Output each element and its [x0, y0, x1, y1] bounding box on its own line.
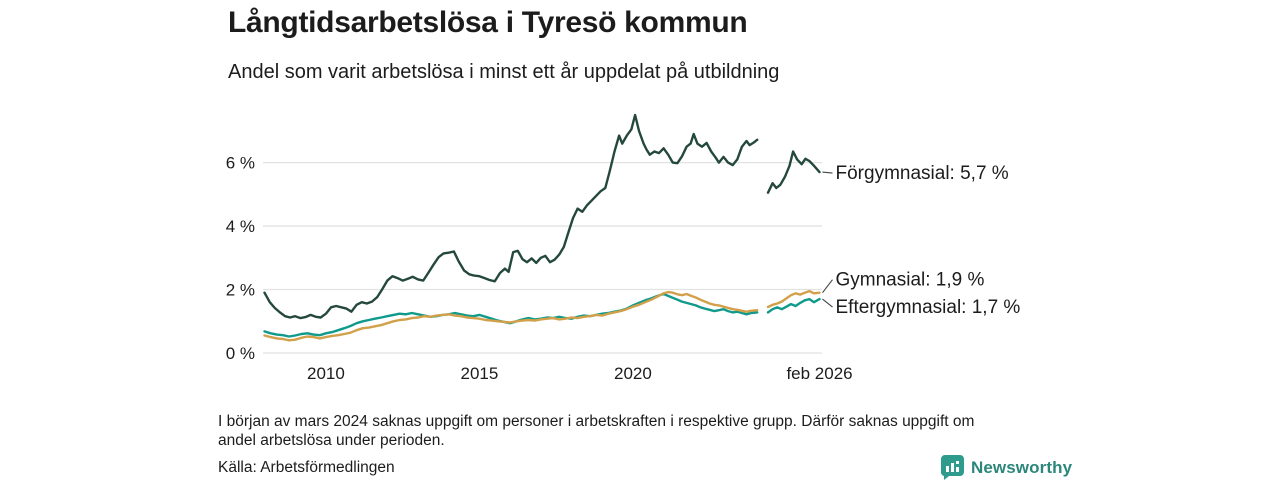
series-line-gymnasial: [263, 289, 821, 342]
x-tick-label: 2020: [614, 364, 652, 383]
series-end-label-forgymnasial: Förgymnasial: 5,7 %: [836, 163, 1009, 184]
newsworthy-logo-icon: [941, 455, 964, 480]
y-tick-label: 0 %: [226, 344, 255, 363]
source-text: Källa: Arbetsförmedlingen: [218, 459, 395, 476]
x-tick-label: 2015: [461, 364, 499, 383]
x-tick-label: 2010: [307, 364, 345, 383]
footnote: I början av mars 2024 saknas uppgift om …: [218, 413, 975, 449]
series-label-leader-forgymnasial: [822, 171, 833, 174]
series-label-leader-eftergymnasial: [822, 298, 833, 308]
series-line-eftergymnasial: [263, 292, 821, 338]
y-tick-label: 2 %: [226, 281, 255, 300]
series-end-label-eftergymnasial: Eftergymnasial: 1,7 %: [836, 297, 1021, 318]
newsworthy-brand: Newsworthy: [941, 455, 1072, 480]
newsworthy-wordmark: Newsworthy: [971, 457, 1073, 477]
series-line-forgymnasial: [263, 113, 821, 320]
x-tick-label: feb 2026: [786, 364, 852, 383]
page-title: Långtidsarbetslösa i Tyresö kommun: [228, 6, 748, 39]
page-subtitle: Andel som varit arbetslösa i minst ett å…: [228, 61, 780, 83]
series-label-leader-gymnasial: [822, 279, 833, 294]
y-tick-label: 6 %: [226, 154, 255, 173]
line-chart: 6 % 4 % 2 % 0 % 2010 2015 2020 feb 2026 Eftergym…: [226, 113, 1021, 383]
y-tick-label: 4 %: [226, 217, 255, 236]
series-end-label-gymnasial: Gymnasial: 1,9 %: [836, 270, 985, 291]
